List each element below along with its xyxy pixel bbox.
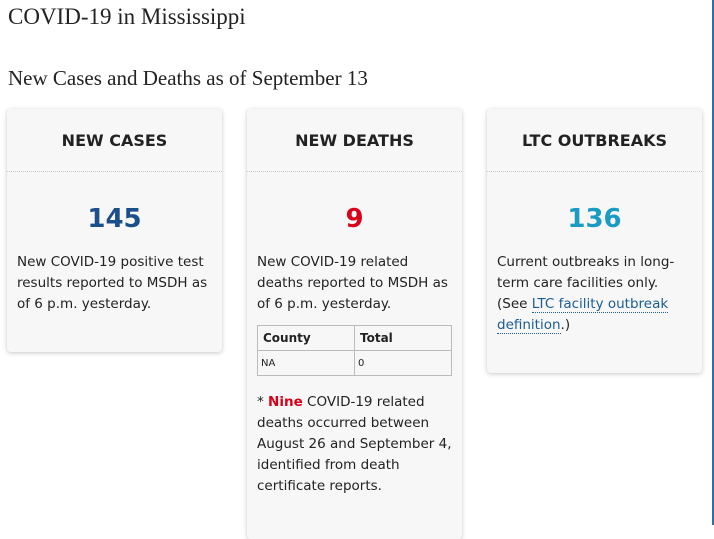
ltc-description-text: Current outbreaks in long-term care faci… <box>497 254 675 312</box>
footnote-text: COVID-19 related deaths occurred between… <box>257 394 452 494</box>
footnote-marker: * <box>257 394 269 410</box>
ltc-description-end: .) <box>560 317 571 333</box>
table-row: NA 0 <box>257 350 452 376</box>
new-deaths-description: New COVID-19 related deaths reported to … <box>257 254 448 312</box>
new-cases-value: 145 <box>87 204 142 234</box>
new-deaths-card: NEW DEATHS 9 New COVID-19 related deaths… <box>247 109 462 539</box>
page-subtitle: New Cases and Deaths as of September 13 <box>8 66 368 90</box>
ltc-outbreaks-description: Current outbreaks in long-term care faci… <box>487 252 702 336</box>
ltc-outbreaks-value: 136 <box>567 204 622 234</box>
new-cases-heading: NEW CASES <box>7 109 222 172</box>
column-header-county: County <box>257 325 355 351</box>
table-header-row: County Total <box>257 325 452 351</box>
ltc-outbreaks-heading: LTC OUTBREAKS <box>487 109 702 172</box>
footnote-highlight: Nine <box>268 394 303 410</box>
new-deaths-value: 9 <box>345 204 364 234</box>
page-title: COVID-19 in Mississippi <box>8 4 246 29</box>
table-cell-county: NA <box>257 350 355 376</box>
new-cases-description: New COVID-19 positive test results repor… <box>17 254 208 312</box>
column-header-total: Total <box>354 325 452 351</box>
ltc-definition-link[interactable]: LTC facility outbreak definition <box>497 296 669 334</box>
new-deaths-heading: NEW DEATHS <box>247 109 462 172</box>
deaths-footnote: * Nine COVID-19 related deaths occurred … <box>247 392 462 497</box>
ltc-outbreaks-card: LTC OUTBREAKS 136 Current outbreaks in l… <box>487 109 702 373</box>
new-cases-card: NEW CASES 145 New COVID-19 positive test… <box>7 109 222 352</box>
page-right-border <box>712 0 714 525</box>
county-deaths-table: County Total NA 0 <box>257 325 452 376</box>
table-cell-total: 0 <box>354 350 452 376</box>
